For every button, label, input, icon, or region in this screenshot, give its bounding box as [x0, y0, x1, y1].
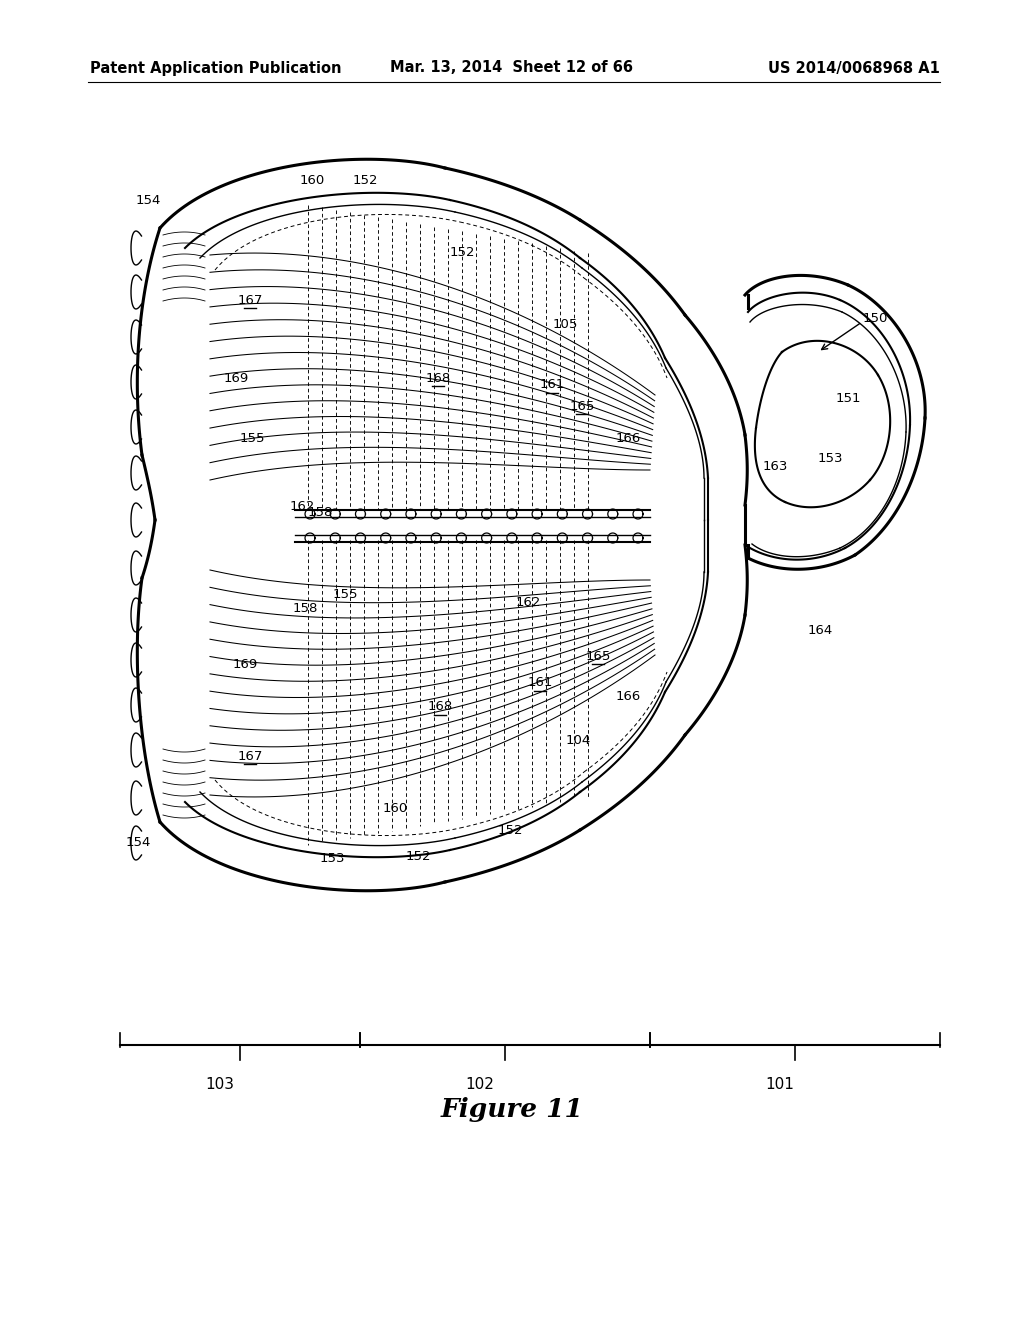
Text: 168: 168: [425, 371, 451, 384]
Text: 154: 154: [135, 194, 161, 206]
Text: US 2014/0068968 A1: US 2014/0068968 A1: [768, 61, 940, 75]
Text: 152: 152: [406, 850, 431, 862]
Text: 153: 153: [319, 851, 345, 865]
Text: 162: 162: [290, 499, 314, 512]
Text: 161: 161: [527, 676, 553, 689]
Text: 150: 150: [862, 312, 888, 325]
Text: 151: 151: [836, 392, 861, 404]
Text: 103: 103: [206, 1077, 234, 1092]
Text: 162: 162: [515, 595, 541, 609]
Text: 101: 101: [766, 1077, 795, 1092]
Text: 155: 155: [332, 589, 357, 602]
Text: 152: 152: [450, 246, 475, 259]
Text: Patent Application Publication: Patent Application Publication: [90, 61, 341, 75]
Text: 105: 105: [552, 318, 578, 331]
Text: 160: 160: [299, 173, 325, 186]
Text: 168: 168: [427, 701, 453, 714]
Text: 166: 166: [615, 432, 641, 445]
Text: 160: 160: [382, 801, 408, 814]
Text: 161: 161: [540, 379, 564, 392]
Text: 165: 165: [586, 649, 610, 663]
Text: Mar. 13, 2014  Sheet 12 of 66: Mar. 13, 2014 Sheet 12 of 66: [390, 61, 634, 75]
Text: Figure 11: Figure 11: [440, 1097, 584, 1122]
Text: 167: 167: [238, 293, 263, 306]
Text: 102: 102: [466, 1077, 495, 1092]
Text: 152: 152: [352, 173, 378, 186]
Text: 169: 169: [223, 371, 249, 384]
Text: 158: 158: [292, 602, 317, 615]
Text: 163: 163: [762, 461, 787, 474]
Text: 152: 152: [498, 824, 522, 837]
Text: 167: 167: [238, 750, 263, 763]
Text: 166: 166: [615, 690, 641, 704]
Text: 154: 154: [125, 836, 151, 849]
Text: 165: 165: [569, 400, 595, 412]
Text: 158: 158: [307, 506, 333, 519]
Text: 169: 169: [232, 659, 258, 672]
Text: 155: 155: [240, 432, 265, 445]
Text: 164: 164: [807, 623, 833, 636]
Text: 104: 104: [565, 734, 591, 747]
Text: 153: 153: [817, 451, 843, 465]
